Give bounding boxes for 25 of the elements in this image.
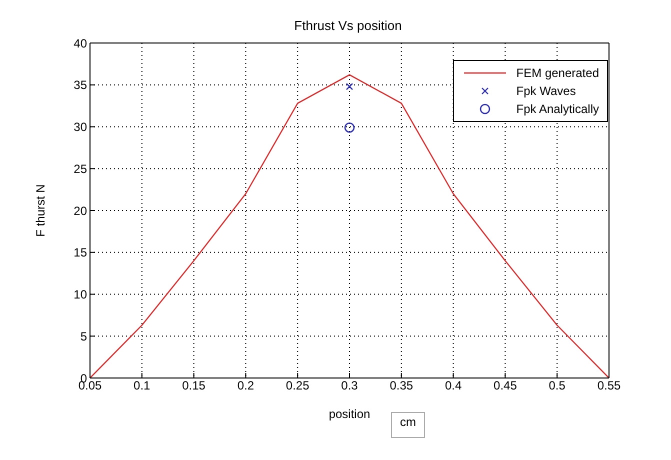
legend-label: Fpk Analytically bbox=[516, 102, 599, 116]
y-tick-label: 25 bbox=[74, 162, 88, 176]
x-tick-label: 0.5 bbox=[548, 378, 566, 393]
y-tick-label: 20 bbox=[74, 204, 88, 218]
y-tick-label: 5 bbox=[80, 329, 88, 344]
x-tick-label: 0.45 bbox=[494, 378, 518, 393]
x-tick-label: 0.25 bbox=[286, 378, 310, 393]
legend-label: Fpk Waves bbox=[516, 84, 576, 98]
y-tick-label: 30 bbox=[74, 120, 88, 134]
x-tick-label: 0.35 bbox=[390, 378, 414, 393]
x-tick-label: 0.4 bbox=[444, 378, 462, 393]
legend-label: FEM generated bbox=[516, 66, 599, 80]
x-tick-label: 0.1 bbox=[134, 378, 151, 393]
y-tick-label: 40 bbox=[74, 36, 88, 50]
x-tick-label: 0.3 bbox=[341, 378, 358, 393]
chart-title: Fthrust Vs position bbox=[293, 18, 403, 33]
x-axis-title: position bbox=[328, 407, 370, 421]
text: cm bbox=[391, 412, 425, 438]
x-tick-label: 0.15 bbox=[182, 378, 206, 393]
y-tick-label: 15 bbox=[74, 246, 88, 260]
x-tick-label: 0.2 bbox=[237, 378, 254, 393]
y-tick-label: 10 bbox=[74, 288, 88, 302]
x-tick-label: 0.55 bbox=[597, 378, 621, 393]
y-axis-title: F thurst N bbox=[33, 184, 48, 237]
y-tick-label: 35 bbox=[74, 78, 88, 92]
